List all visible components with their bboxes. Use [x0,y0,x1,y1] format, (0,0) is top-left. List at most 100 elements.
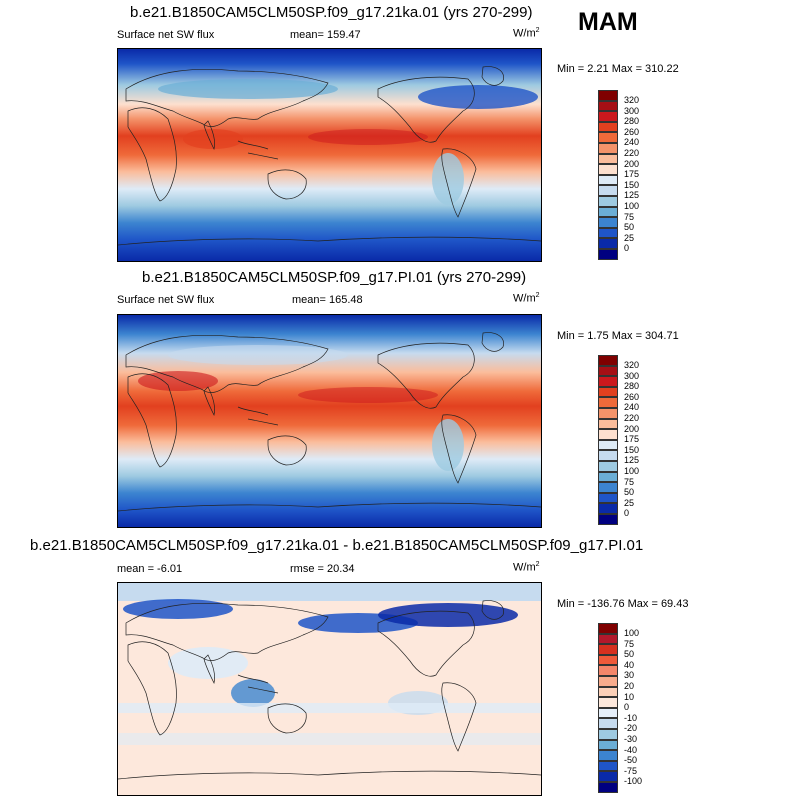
colorbar-swatch [598,623,618,634]
colorbar-tick-label: 50 [624,222,635,233]
panel-3-mean-label: mean = -6.01 [117,563,183,575]
colorbar-swatch [598,644,618,655]
colorbar-swatch [598,771,618,782]
colorbar-tick-label: 320 [624,360,640,370]
colorbar-swatch [598,429,618,440]
colorbar-swatch [598,633,618,645]
colorbar-swatch [598,439,618,451]
colorbar-swatch [598,471,618,483]
panel-1-colorbar-ticks: 320 300 280 260 240 220 200 175 150 125 100 75 50 25 0 [624,95,639,254]
colorbar-swatch [598,492,618,504]
colorbar-tick-label: 300 [624,370,640,381]
colorbar-tick-label: 175 [624,169,640,180]
colorbar-swatch [598,164,618,175]
panel-3-units: W/m2 [513,561,540,574]
colorbar-swatch [598,654,618,666]
colorbar-tick-label: -100 [624,776,643,787]
colorbar-tick-label: 30 [624,670,635,681]
colorbar-swatch [598,206,618,218]
colorbar-tick-label: 40 [624,659,635,670]
colorbar-tick-label: 200 [624,158,640,169]
panel-1-variable-label: Surface net SW flux [117,29,215,41]
panel-1-minmax: Min = 2.21 Max = 310.22 [557,63,679,75]
colorbar-swatch [598,397,618,408]
colorbar-swatch [598,185,618,196]
colorbar-swatch [598,728,618,740]
colorbar-swatch [598,482,618,493]
colorbar-swatch [598,100,618,112]
colorbar-tick-label: 280 [624,116,640,127]
colorbar-swatch [598,90,618,101]
colorbar-tick-label: -30 [624,733,638,744]
colorbar-swatch [598,142,618,154]
colorbar-swatch [598,121,618,133]
colorbar-swatch [598,174,618,186]
colorbar-tick-label: 220 [624,412,640,423]
colorbar-swatch [598,365,618,377]
panel-2-mean-label: mean= 165.48 [292,294,363,306]
colorbar-tick-label: 0 [624,702,630,713]
colorbar-tick-label: 320 [624,95,640,105]
panel-2-map [117,314,542,528]
colorbar-tick-label: 150 [624,444,640,455]
colorbar-tick-label: 0 [624,508,630,519]
panel-3-colorbar-ticks: 100 75 50 40 30 20 10 0 -10 -20 -30 -40 -50 -75 -100 [624,628,642,787]
colorbar-swatch [598,760,618,772]
colorbar-swatch [598,238,618,249]
season-label: MAM [578,8,638,36]
colorbar-swatch [598,675,618,687]
panel-2-variable-label: Surface net SW flux [117,294,215,306]
colorbar-swatch [598,407,618,419]
colorbar-tick-label: -20 [624,723,638,734]
colorbar-swatch [598,513,618,525]
colorbar-swatch [598,665,618,676]
colorbar-swatch [598,248,618,260]
panel-2-colorbar [598,355,618,525]
colorbar-swatch [598,217,618,228]
panel-1-colorbar [598,90,618,260]
colorbar-swatch [598,195,618,207]
colorbar-swatch [598,153,618,165]
colorbar-tick-label: 260 [624,126,640,137]
colorbar-tick-label: 75 [624,211,635,222]
colorbar-tick-label: -40 [624,744,638,755]
colorbar-swatch [598,111,618,122]
colorbar-tick-label: -10 [624,712,638,723]
panel-2-colorbar-ticks: 320 300 280 260 240 220 200 175 150 125 100 75 50 25 0 [624,360,639,519]
colorbar-tick-label: 240 [624,402,640,413]
colorbar-tick-label: 100 [624,465,640,476]
colorbar-swatch [598,227,618,239]
panel-1-title: b.e21.B1850CAM5CLM50SP.f09_g17.21ka.01 (… [130,4,533,21]
colorbar-tick-label: 220 [624,147,640,158]
colorbar-tick-label: 300 [624,105,640,116]
colorbar-tick-label: 200 [624,423,640,434]
colorbar-swatch [598,355,618,366]
colorbar-tick-label: 50 [624,649,635,660]
colorbar-swatch [598,450,618,461]
colorbar-tick-label: 280 [624,381,640,392]
colorbar-tick-label: 150 [624,179,640,190]
colorbar-tick-label: 25 [624,497,635,508]
colorbar-swatch [598,132,618,143]
colorbar-swatch [598,707,618,719]
panel-1-map [117,48,542,262]
panel-2-title: b.e21.B1850CAM5CLM50SP.f09_g17.PI.01 (yr… [142,269,527,286]
colorbar-tick-label: 175 [624,434,640,445]
panel-3-map [117,582,542,796]
colorbar-swatch [598,686,618,698]
colorbar-tick-label: 75 [624,476,635,487]
colorbar-tick-label: 25 [624,232,635,243]
panel-3-minmax: Min = -136.76 Max = 69.43 [557,598,689,610]
colorbar-swatch [598,503,618,514]
colorbar-tick-label: 125 [624,190,640,201]
panel-3-title: b.e21.B1850CAM5CLM50SP.f09_g17.21ka.01 -… [30,537,644,554]
colorbar-tick-label: 20 [624,680,635,691]
panel-3-colorbar [598,623,618,793]
colorbar-swatch [598,750,618,761]
colorbar-tick-label: 10 [624,691,635,702]
panel-2-units: W/m2 [513,292,540,305]
colorbar-swatch [598,697,618,708]
colorbar-tick-label: 240 [624,137,640,148]
colorbar-tick-label: 100 [624,200,640,211]
colorbar-tick-label: 0 [624,243,630,254]
